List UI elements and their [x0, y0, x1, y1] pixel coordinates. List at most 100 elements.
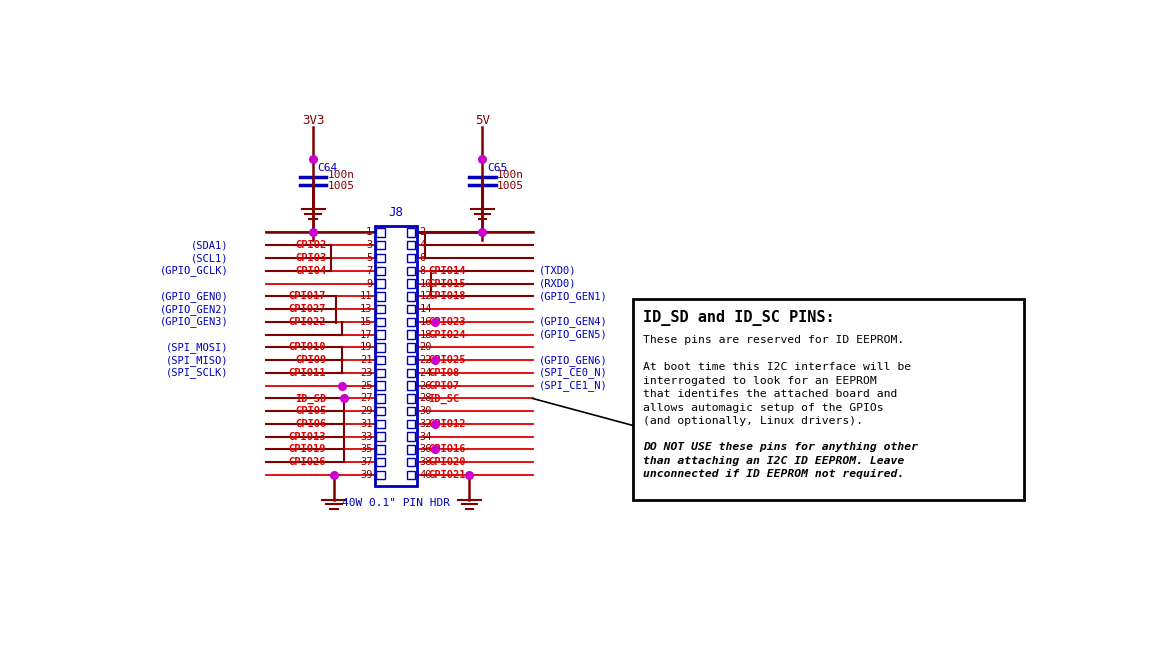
Bar	[407, 356, 415, 364]
Text: 1: 1	[366, 228, 373, 237]
Text: GPIO11: GPIO11	[288, 368, 326, 378]
Text: GPIO7: GPIO7	[428, 381, 459, 390]
Text: 30: 30	[419, 406, 432, 416]
Bar	[407, 445, 415, 454]
Text: (GPIO_GEN0): (GPIO_GEN0)	[160, 291, 228, 301]
Text: (SPI_SCLK): (SPI_SCLK)	[165, 368, 228, 379]
Text: C64: C64	[318, 163, 338, 173]
Text: (RXD0): (RXD0)	[539, 279, 576, 288]
Bar	[407, 407, 415, 415]
Text: 26: 26	[419, 381, 432, 390]
Bar	[407, 458, 415, 466]
Text: 27: 27	[360, 394, 373, 404]
Text: GPIO3: GPIO3	[295, 253, 326, 263]
Text: GPIO9: GPIO9	[295, 355, 326, 365]
Text: C65: C65	[487, 163, 507, 173]
Text: 25: 25	[360, 381, 373, 390]
Text: 22: 22	[419, 355, 432, 365]
Text: (GPIO_GEN3): (GPIO_GEN3)	[160, 317, 228, 327]
Text: (SCL1): (SCL1)	[191, 253, 228, 263]
Text: 32: 32	[419, 419, 432, 429]
Bar	[407, 343, 415, 352]
Text: 29: 29	[360, 406, 373, 416]
Text: 18: 18	[419, 330, 432, 339]
Text: 19: 19	[360, 343, 373, 353]
Bar	[376, 445, 384, 454]
Text: 17: 17	[360, 330, 373, 339]
Text: (SPI_MOSI): (SPI_MOSI)	[165, 342, 228, 353]
Bar	[407, 279, 415, 288]
Bar	[633, 300, 1024, 500]
Text: GPIO6: GPIO6	[295, 419, 326, 429]
Bar	[376, 267, 384, 275]
Bar	[376, 471, 384, 479]
Bar	[407, 471, 415, 479]
Bar	[376, 356, 384, 364]
Text: 33: 33	[360, 432, 373, 441]
Text: GPIO27: GPIO27	[288, 304, 326, 314]
Bar	[376, 241, 384, 249]
Text: 5V: 5V	[476, 114, 489, 128]
Text: 11: 11	[360, 291, 373, 301]
Text: 39: 39	[360, 470, 373, 480]
Text: GPIO26: GPIO26	[288, 457, 326, 467]
Bar	[376, 343, 384, 352]
Bar	[376, 254, 384, 262]
Text: 5: 5	[366, 253, 373, 263]
Text: 38: 38	[419, 457, 432, 467]
Text: GPIO10: GPIO10	[288, 343, 326, 353]
Text: 14: 14	[419, 304, 432, 314]
Text: 3V3: 3V3	[302, 114, 324, 128]
Bar	[376, 279, 384, 288]
Text: GPIO20: GPIO20	[428, 457, 466, 467]
Text: GPIO16: GPIO16	[428, 445, 466, 455]
Text: 8: 8	[419, 266, 426, 276]
Bar	[376, 407, 384, 415]
Text: 1005: 1005	[327, 181, 355, 191]
Text: 9: 9	[366, 279, 373, 288]
Text: GPIO2: GPIO2	[295, 240, 326, 250]
Bar	[376, 318, 384, 326]
Bar	[407, 254, 415, 262]
Text: 24: 24	[419, 368, 432, 378]
Text: GPIO25: GPIO25	[428, 355, 466, 365]
Bar	[407, 241, 415, 249]
Text: GPIO8: GPIO8	[428, 368, 459, 378]
Bar	[376, 432, 384, 441]
Bar	[376, 228, 384, 237]
Text: 4: 4	[419, 240, 426, 250]
Text: GPIO21: GPIO21	[428, 470, 466, 480]
Bar	[407, 330, 415, 339]
Text: GPIO17: GPIO17	[288, 291, 326, 301]
Text: (GPIO_GEN4): (GPIO_GEN4)	[539, 317, 607, 327]
Text: 100n: 100n	[327, 171, 355, 181]
Bar	[376, 369, 384, 377]
Text: (SPI_MISO): (SPI_MISO)	[165, 354, 228, 366]
Text: (TXD0): (TXD0)	[539, 266, 576, 276]
Text: These pins are reserved for ID EEPROM.

At boot time this I2C interface will be
: These pins are reserved for ID EEPROM. A…	[643, 335, 912, 426]
Bar	[407, 267, 415, 275]
Text: GPIO23: GPIO23	[428, 317, 466, 327]
Text: (GPIO_GCLK): (GPIO_GCLK)	[160, 266, 228, 276]
Text: ID_SC: ID_SC	[428, 393, 459, 404]
Text: ID_SD: ID_SD	[295, 393, 326, 404]
Bar	[376, 381, 384, 390]
Bar	[407, 318, 415, 326]
Text: (GPIO_GEN6): (GPIO_GEN6)	[539, 354, 607, 366]
Text: 1005: 1005	[498, 181, 524, 191]
Bar	[376, 394, 384, 403]
Text: 10: 10	[419, 279, 432, 288]
Bar	[376, 330, 384, 339]
Text: GPIO19: GPIO19	[288, 445, 326, 455]
Text: GPIO13: GPIO13	[288, 432, 326, 441]
Text: (SPI_CE0_N): (SPI_CE0_N)	[539, 368, 607, 379]
Text: 100n: 100n	[498, 171, 524, 181]
Bar	[407, 228, 415, 237]
Text: GPIO12: GPIO12	[428, 419, 466, 429]
Text: GPIO4: GPIO4	[295, 266, 326, 276]
Text: (GPIO_GEN2): (GPIO_GEN2)	[160, 303, 228, 315]
Text: 40W 0.1" PIN HDR: 40W 0.1" PIN HDR	[341, 498, 450, 508]
Text: 12: 12	[419, 291, 432, 301]
Bar	[407, 369, 415, 377]
Text: (GPIO_GEN1): (GPIO_GEN1)	[539, 291, 607, 301]
